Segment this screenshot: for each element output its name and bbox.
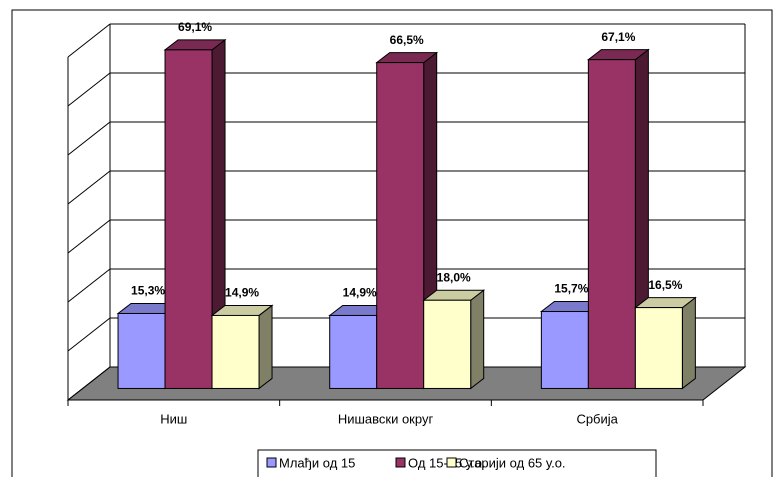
bar xyxy=(164,49,213,389)
grid-line xyxy=(67,121,111,156)
bar xyxy=(587,59,636,389)
grid-line xyxy=(67,23,111,58)
bar-side xyxy=(258,304,273,390)
bar xyxy=(211,314,260,389)
legend-box xyxy=(257,449,657,482)
value-label: 15,7% xyxy=(554,282,588,296)
legend-swatch xyxy=(266,457,277,468)
legend-swatch xyxy=(446,457,457,468)
x-tick-label: Нишавски округ xyxy=(338,411,434,426)
legend-swatch xyxy=(395,457,406,468)
value-label: 14,9% xyxy=(343,286,377,300)
legend-label: Старији од 65 у.о. xyxy=(459,455,566,470)
bar xyxy=(329,314,378,389)
value-label: 66,5% xyxy=(390,33,424,47)
value-label: 15,3% xyxy=(131,284,165,298)
value-label: 16,5% xyxy=(648,278,682,292)
grid-line xyxy=(67,170,111,205)
x-tick-label: Србија xyxy=(576,411,618,426)
bar xyxy=(540,311,589,389)
grid-line xyxy=(67,366,111,401)
bar-side xyxy=(681,296,696,390)
grid-line xyxy=(67,317,111,352)
x-tick-label: Ниш xyxy=(160,411,187,426)
value-label: 18,0% xyxy=(437,270,471,284)
bar xyxy=(423,299,472,389)
bar-side xyxy=(470,289,485,390)
value-label: 67,1% xyxy=(601,30,635,44)
grid-line xyxy=(67,268,111,303)
value-label: 14,9% xyxy=(225,286,259,300)
value-label: 69,1% xyxy=(178,20,212,34)
legend-label: Млађи од 15 xyxy=(279,455,355,470)
bar xyxy=(117,312,166,389)
grid-line xyxy=(67,219,111,254)
bar xyxy=(376,62,425,389)
grid-line xyxy=(67,72,111,107)
bar xyxy=(634,307,683,389)
